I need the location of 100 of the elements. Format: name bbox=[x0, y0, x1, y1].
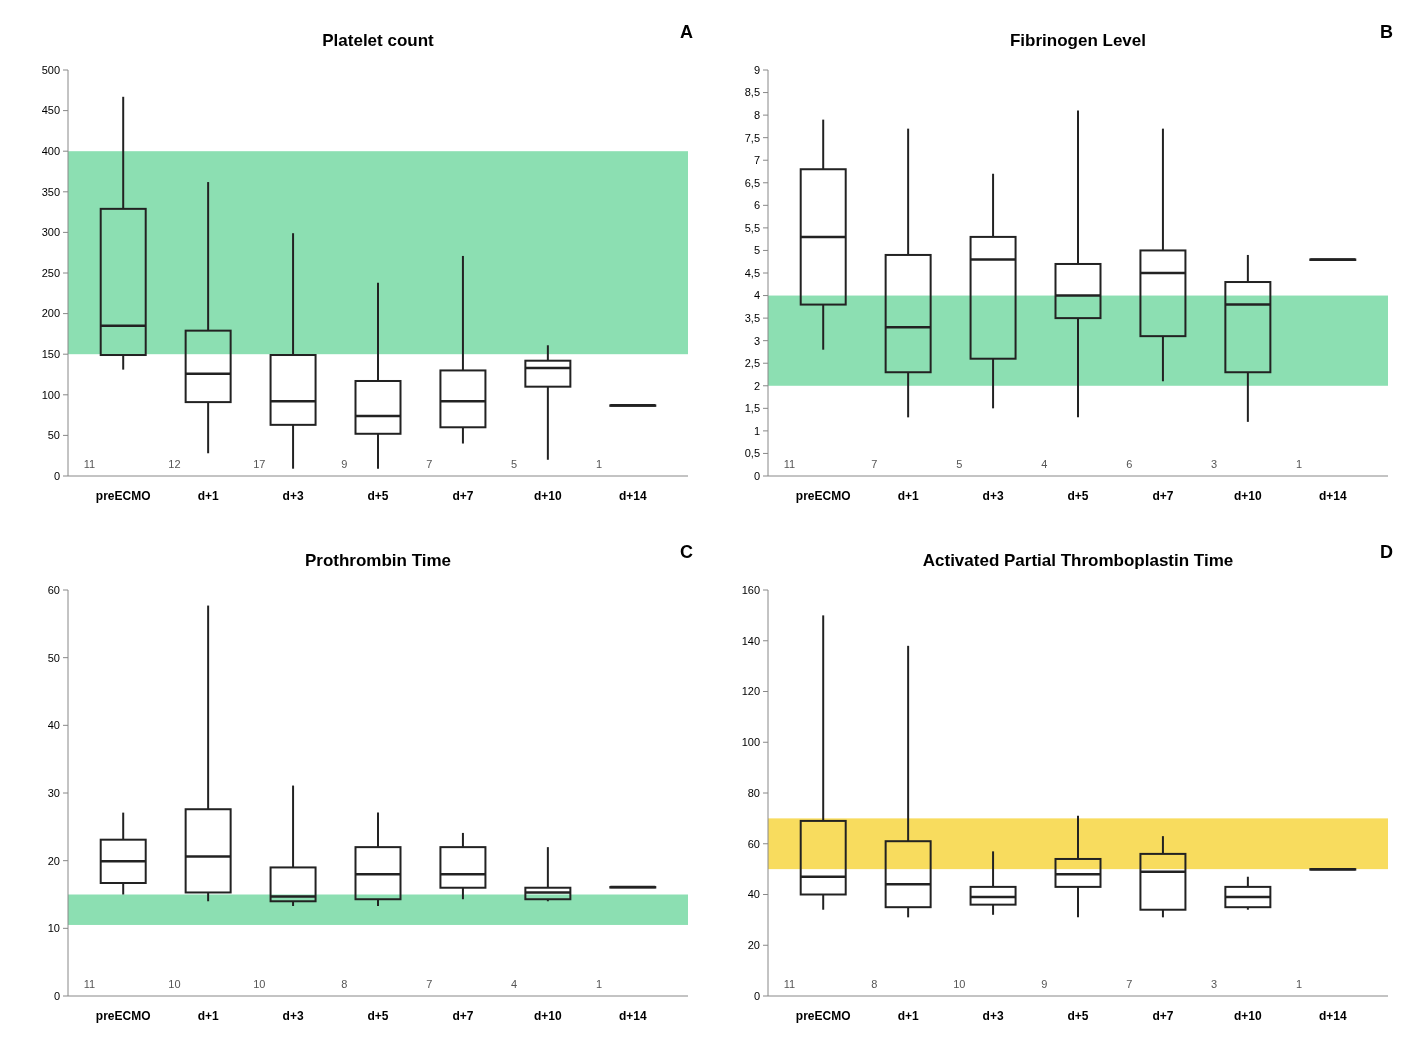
y-tick-label: 9 bbox=[753, 63, 760, 76]
y-tick-label: 150 bbox=[41, 348, 60, 361]
annotation: 6 bbox=[1126, 458, 1133, 470]
annotation: 7 bbox=[871, 458, 878, 470]
annotation: 3 bbox=[1211, 458, 1218, 470]
annotation: 7 bbox=[1126, 978, 1133, 990]
x-tick-label: d+1 bbox=[197, 1009, 219, 1023]
y-tick-label: 400 bbox=[41, 145, 60, 158]
y-tick-label: 2 bbox=[753, 379, 760, 392]
y-tick-label: 2,5 bbox=[744, 357, 760, 370]
y-tick-label: 60 bbox=[747, 837, 760, 850]
x-tick-label: d+14 bbox=[618, 489, 647, 503]
x-tick-label: d+7 bbox=[1152, 1009, 1174, 1023]
x-tick-label: d+5 bbox=[367, 489, 389, 503]
annotation: 11 bbox=[783, 458, 796, 470]
y-tick-label: 0 bbox=[53, 469, 60, 482]
x-tick-label: d+5 bbox=[1067, 489, 1089, 503]
y-tick-label: 120 bbox=[741, 685, 760, 698]
y-tick-label: 6,5 bbox=[744, 176, 760, 189]
x-tick-label: d+1 bbox=[197, 489, 219, 503]
y-tick-label: 3,5 bbox=[744, 311, 760, 324]
x-tick-label: preECMO bbox=[95, 1009, 151, 1023]
x-tick-label: d+14 bbox=[1318, 489, 1347, 503]
y-tick-label: 50 bbox=[47, 429, 60, 442]
text: A bbox=[680, 22, 693, 42]
y-tick-label: 0 bbox=[753, 989, 760, 1002]
x-tick-label: d+14 bbox=[1318, 1009, 1347, 1023]
y-tick-label: 50 bbox=[47, 651, 60, 664]
x-tick-label: d+10 bbox=[534, 1009, 563, 1023]
annotation: 1 bbox=[596, 458, 603, 470]
y-tick-label: 1 bbox=[753, 424, 760, 437]
annotation: 11 bbox=[783, 978, 796, 990]
x-tick-label: d+3 bbox=[282, 1009, 304, 1023]
annotation: 10 bbox=[953, 978, 966, 990]
y-tick-label: 300 bbox=[41, 226, 60, 239]
y-tick-label: 100 bbox=[41, 388, 60, 401]
y-tick-label: 40 bbox=[747, 888, 760, 901]
y-tick-label: 0,5 bbox=[744, 447, 760, 460]
y-tick-label: 0 bbox=[753, 469, 760, 482]
y-tick-label: 500 bbox=[41, 63, 60, 76]
y-tick-label: 3 bbox=[753, 334, 760, 347]
annotation: 11 bbox=[83, 978, 96, 990]
y-tick-label: 60 bbox=[47, 583, 60, 596]
y-tick-label: 140 bbox=[741, 634, 760, 647]
y-tick-label: 1,5 bbox=[744, 402, 760, 415]
x-tick-label: preECMO bbox=[95, 489, 151, 503]
y-tick-label: 20 bbox=[747, 939, 760, 952]
text: C bbox=[680, 542, 693, 562]
x-tick-label: d+7 bbox=[452, 489, 474, 503]
y-tick-label: 8 bbox=[753, 108, 760, 121]
annotation: 3 bbox=[1211, 978, 1218, 990]
y-tick-label: 100 bbox=[741, 736, 760, 749]
annotation: 1 bbox=[1296, 458, 1303, 470]
y-tick-label: 200 bbox=[41, 307, 60, 320]
y-tick-label: 0 bbox=[53, 989, 60, 1002]
y-tick-label: 7 bbox=[753, 154, 760, 167]
annotation: 7 bbox=[426, 978, 433, 990]
y-tick-label: 6 bbox=[753, 199, 760, 212]
annotation: 9 bbox=[1041, 978, 1048, 990]
annotation: 1 bbox=[1296, 978, 1303, 990]
y-tick-label: 350 bbox=[41, 185, 60, 198]
chart-title: Activated Partial Thromboplastin Time bbox=[922, 551, 1234, 570]
y-tick-label: 7,5 bbox=[744, 131, 760, 144]
x-tick-label: d+3 bbox=[282, 489, 304, 503]
x-tick-label: d+10 bbox=[1234, 489, 1263, 503]
x-tick-label: preECMO bbox=[795, 1009, 851, 1023]
x-tick-label: d+3 bbox=[982, 489, 1004, 503]
annotation: 4 bbox=[1041, 458, 1048, 470]
chart-title: Fibrinogen Level bbox=[1009, 31, 1147, 50]
annotation: 10 bbox=[168, 978, 181, 990]
text: B bbox=[1380, 22, 1393, 42]
y-tick-label: 10 bbox=[47, 922, 60, 935]
x-tick-label: d+5 bbox=[367, 1009, 389, 1023]
annotation: 12 bbox=[168, 458, 181, 470]
chart-title: Prothrombin Time bbox=[304, 551, 452, 570]
y-tick-label: 20 bbox=[47, 854, 60, 867]
annotation: 10 bbox=[253, 978, 266, 990]
y-tick-label: 160 bbox=[741, 583, 760, 596]
x-tick-label: d+14 bbox=[618, 1009, 647, 1023]
x-tick-label: d+10 bbox=[534, 489, 563, 503]
x-tick-label: d+7 bbox=[452, 1009, 474, 1023]
annotation: 8 bbox=[871, 978, 878, 990]
annotation: 11 bbox=[83, 458, 96, 470]
y-tick-label: 40 bbox=[47, 719, 60, 732]
annotation: 1 bbox=[596, 978, 603, 990]
x-tick-label: d+10 bbox=[1234, 1009, 1263, 1023]
annotation: 7 bbox=[426, 458, 433, 470]
annotation: 5 bbox=[511, 458, 518, 470]
x-tick-label: preECMO bbox=[795, 489, 851, 503]
y-tick-label: 250 bbox=[41, 266, 60, 279]
y-tick-label: 4 bbox=[753, 289, 760, 302]
annotation: 17 bbox=[253, 458, 266, 470]
y-tick-label: 450 bbox=[41, 104, 60, 117]
annotation: 4 bbox=[511, 978, 518, 990]
y-tick-label: 30 bbox=[47, 786, 60, 799]
chart-title: Platelet count bbox=[322, 31, 435, 50]
annotation: 8 bbox=[341, 978, 348, 990]
x-tick-label: d+1 bbox=[897, 1009, 919, 1023]
y-tick-label: 4,5 bbox=[744, 266, 760, 279]
y-tick-label: 5 bbox=[753, 244, 760, 257]
